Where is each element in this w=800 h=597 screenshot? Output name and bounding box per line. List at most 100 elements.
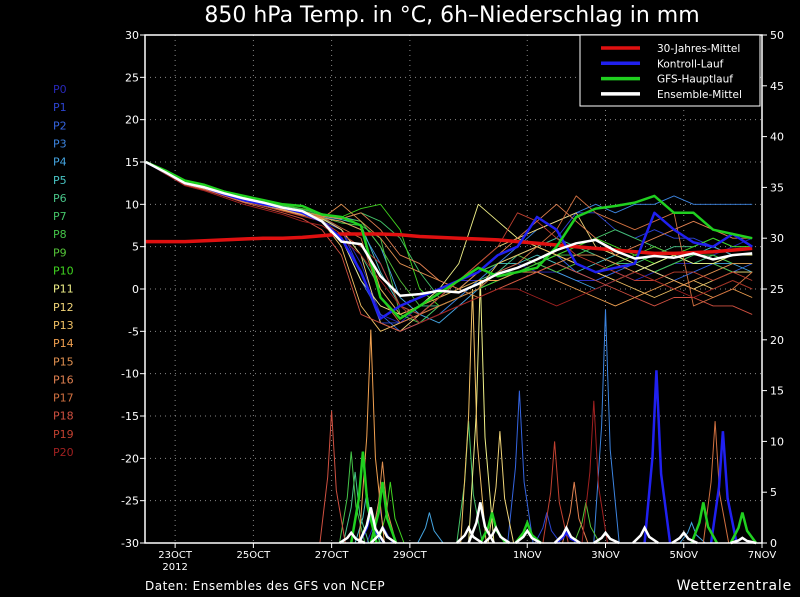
member-legend-p6: P6 xyxy=(53,192,67,205)
y-tick-label-right: 50 xyxy=(770,29,784,42)
member-legend-p0: P0 xyxy=(53,83,67,96)
temp-line-p20 xyxy=(145,161,753,324)
precip-ensemble-mittel xyxy=(671,530,698,545)
precip-gfs-hauptlauf xyxy=(514,519,542,544)
precip-p12 xyxy=(487,431,515,544)
y-tick-label-right: 40 xyxy=(770,131,784,144)
x-tick-label: 27OCT xyxy=(315,550,350,561)
precip-p18 xyxy=(319,410,346,544)
temp-line-ensemble-mittel xyxy=(145,160,753,298)
y-tick-label-right: 30 xyxy=(770,232,784,245)
x-tick-label: 5NOV xyxy=(670,550,699,561)
legend-label: Kontroll-Lauf xyxy=(657,58,724,70)
member-legend-p19: P19 xyxy=(53,428,74,441)
member-legend-p10: P10 xyxy=(53,265,74,278)
precip-p16 xyxy=(562,481,589,544)
x-tick-label: 29OCT xyxy=(393,550,428,561)
y-tick-label-left: -30 xyxy=(121,537,139,550)
legend-label: Ensemble-Mittel xyxy=(657,89,742,101)
precip-ensemble-mittel xyxy=(483,525,511,545)
member-legend-p8: P8 xyxy=(53,228,67,241)
y-tick-label-right: 5 xyxy=(770,486,777,499)
precip-p17 xyxy=(702,421,730,544)
precip-p6 xyxy=(342,471,370,544)
y-tick-label-right: 10 xyxy=(770,435,784,448)
precip-p2 xyxy=(507,390,534,544)
legend-label: GFS-Hauptlauf xyxy=(657,74,733,86)
temp-line-gfs-hauptlauf xyxy=(145,160,753,320)
precip-p13 xyxy=(460,288,487,544)
member-legend-p4: P4 xyxy=(53,156,67,169)
member-legend-p15: P15 xyxy=(53,355,74,368)
y-tick-label-left: 30 xyxy=(125,29,139,42)
precip-ensemble-mittel xyxy=(593,530,620,545)
precip-p3 xyxy=(593,309,620,544)
y-tick-label-left: -5 xyxy=(128,325,139,338)
y-tick-label-left: 10 xyxy=(125,198,139,211)
precip-kontroll-lauf xyxy=(709,431,738,544)
member-legend-p16: P16 xyxy=(53,373,74,386)
legend-label: 30-Jahres-Mittel xyxy=(657,43,740,55)
member-legend-p1: P1 xyxy=(53,101,67,114)
y-tick-label-left: 25 xyxy=(125,71,139,84)
precip-ensemble-mittel xyxy=(730,536,757,545)
y-tick-label-left: 20 xyxy=(125,114,139,127)
y-tick-label-right: 25 xyxy=(770,283,784,296)
precip-gfs-hauptlauf xyxy=(369,481,398,544)
precip-p20 xyxy=(581,400,608,544)
x-tick-label: 1NOV xyxy=(513,550,542,561)
member-legend-p2: P2 xyxy=(53,119,67,132)
y-tick-label-right: 15 xyxy=(770,385,784,398)
legend: 30-Jahres-Mittel Kontroll-Lauf GFS-Hauptla… xyxy=(579,34,761,107)
y-tick-label-left: -15 xyxy=(121,410,139,423)
axes: 302520151050-5-10-15-20-25-3050454035302… xyxy=(121,29,784,573)
member-legend-p3: P3 xyxy=(53,137,67,150)
member-legend-p14: P14 xyxy=(53,337,74,350)
source-label: Daten: Ensembles des GFS von NCEP xyxy=(145,579,385,593)
precip-ensemble-mittel xyxy=(632,525,660,545)
member-legend-p13: P13 xyxy=(53,319,74,332)
precip-p1 xyxy=(534,512,561,544)
member-legend-p18: P18 xyxy=(53,410,74,423)
y-tick-label-left: 5 xyxy=(132,241,139,254)
member-legend-p20: P20 xyxy=(53,446,74,459)
x-tick-label: 3NOV xyxy=(591,550,620,561)
member-legend: P0 P1 P2 P3 P4 P5 P6 P7 P8 P9 P10 P11 P12 P13 P14 P15 P1… xyxy=(53,83,74,459)
member-legend-p9: P9 xyxy=(53,246,67,259)
precip-ensemble-mittel xyxy=(369,525,397,545)
precip-gfs-hauptlauf xyxy=(729,512,758,544)
y-tick-label-left: -25 xyxy=(121,495,139,508)
precip-p15 xyxy=(370,461,397,544)
temp-line-30-jahres-mittel xyxy=(145,232,753,256)
precip-layer xyxy=(319,278,758,545)
precip-p10 xyxy=(378,481,405,544)
precip-gfs-hauptlauf xyxy=(349,451,378,544)
precip-ensemble-mittel xyxy=(467,502,496,544)
y-tick-label-left: -20 xyxy=(121,452,139,465)
y-tick-label-right: 45 xyxy=(770,80,784,93)
member-legend-p17: P17 xyxy=(53,392,74,405)
precip-p4 xyxy=(417,512,444,544)
y-tick-label-left: 15 xyxy=(125,156,139,169)
x-tick-sublabel: 2012 xyxy=(162,562,187,573)
member-legend-p7: P7 xyxy=(53,210,67,223)
x-tick-label: 7NOV xyxy=(748,550,777,561)
precip-kontroll-lauf xyxy=(643,370,672,544)
y-tick-label-right: 35 xyxy=(770,181,784,194)
chart-title: 850 hPa Temp. in °C, 6h–Niederschlag in … xyxy=(204,3,699,28)
x-tick-label: 25OCT xyxy=(237,550,272,561)
precip-p8 xyxy=(339,451,366,544)
precip-ensemble-mittel xyxy=(455,525,484,545)
precip-gfs-hauptlauf xyxy=(690,502,719,544)
brand-label: Wetterzentrale xyxy=(677,578,792,594)
member-legend-p11: P11 xyxy=(53,283,74,296)
precip-p9 xyxy=(573,502,601,544)
main-series-layer xyxy=(145,160,753,320)
x-tick-label: 23OCT xyxy=(158,550,193,561)
y-tick-label-left: -10 xyxy=(121,368,139,381)
y-tick-label-left: 0 xyxy=(132,283,139,296)
member-legend-p5: P5 xyxy=(53,174,67,187)
member-legend-p12: P12 xyxy=(53,301,74,314)
precip-p19 xyxy=(542,441,569,544)
